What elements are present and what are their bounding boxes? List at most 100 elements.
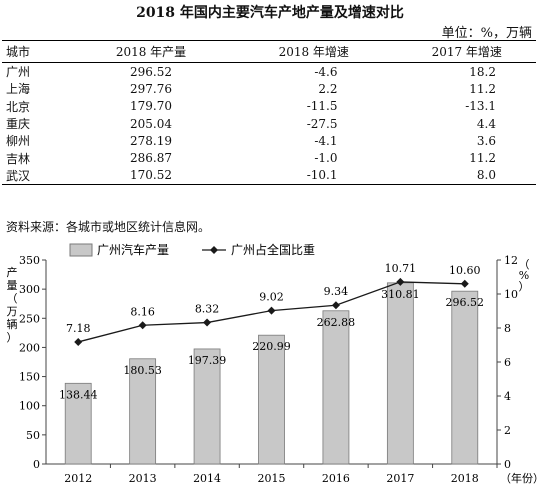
cell-city: 广州 xyxy=(6,65,31,80)
cell-city: 武汉 xyxy=(2,166,72,186)
left-axis-title: 产量（万辆） xyxy=(7,265,18,344)
bar-value-label: 220.99 xyxy=(252,340,291,353)
line-point xyxy=(396,277,405,286)
cell-growth-2017: 3.6 xyxy=(476,133,496,148)
cell-output: 179.70 xyxy=(130,99,172,114)
cell-growth-2017: 11.2 xyxy=(469,151,496,166)
left-tick-label: 350 xyxy=(19,254,40,267)
table-row: 北京 179.70 -11.5 -13.1 xyxy=(2,98,536,115)
line-value-label: 10.71 xyxy=(385,262,417,275)
right-tick-label: 0 xyxy=(504,458,511,471)
source-note: 资料来源：各城市或地区统计信息网。 xyxy=(6,220,211,234)
bar xyxy=(129,358,157,465)
guangzhou-production-chart: 广州汽车产量 广州占全国比重 0 50 100 150 200 250 300 350 0 2 4 6 8 1… xyxy=(7,242,540,485)
x-tick-label: 2014 xyxy=(193,472,221,485)
bar-value-label: 262.88 xyxy=(317,316,356,329)
left-tick-label: 300 xyxy=(19,283,40,296)
x-tick-label: 2013 xyxy=(129,472,157,485)
line-value-label: 10.60 xyxy=(449,264,481,277)
bar xyxy=(258,334,285,465)
header-city: 城市 xyxy=(2,40,72,63)
bar xyxy=(386,282,414,465)
header-output-2018: 2018 年产量 xyxy=(72,40,230,63)
cell-growth-2018: 2.2 xyxy=(318,81,338,96)
line-value-label: 7.18 xyxy=(66,322,91,335)
cell-growth-2018: -4.1 xyxy=(314,133,338,148)
page-title: 2018 年国内主要汽车产地产量及增速对比 xyxy=(136,5,404,21)
cell-output: 296.52 xyxy=(130,64,172,79)
cell-output: 297.76 xyxy=(130,81,172,96)
x-tick-label: 2015 xyxy=(258,472,286,485)
table-row: 武汉 170.52 -10.1 8.0 xyxy=(2,166,536,186)
cell-growth-2017: 11.2 xyxy=(469,81,496,96)
cell-output: 278.19 xyxy=(130,133,172,148)
right-tick-label: 8 xyxy=(504,322,511,335)
left-tick-label: 150 xyxy=(19,371,40,384)
x-tick-label: 2018 xyxy=(451,472,479,485)
cell-city: 重庆 xyxy=(6,117,31,132)
line-point xyxy=(203,318,212,327)
left-tick-label: 200 xyxy=(19,341,40,354)
bar xyxy=(64,382,92,465)
table-row: 广州 296.52 -4.6 18.2 xyxy=(2,63,536,81)
left-tick-label: 0 xyxy=(33,458,40,471)
bar-value-label: 180.53 xyxy=(123,364,162,377)
right-tick-label: 4 xyxy=(504,390,511,403)
bar xyxy=(451,290,479,465)
line-point xyxy=(331,301,340,310)
x-tick-label: 2016 xyxy=(322,472,350,485)
right-tick-label: 12 xyxy=(504,254,518,267)
cell-output: 170.52 xyxy=(72,166,230,186)
cell-city: 上海 xyxy=(6,82,31,97)
line-value-label: 8.32 xyxy=(195,303,220,316)
bar xyxy=(193,348,221,465)
cell-growth-2018: -11.5 xyxy=(306,99,338,114)
table-row: 柳州 278.19 -4.1 3.6 xyxy=(2,132,536,149)
legend-line-marker xyxy=(210,246,218,254)
line-value-label: 8.16 xyxy=(130,305,155,318)
line-value-label: 9.02 xyxy=(259,291,284,304)
line-value-label: 9.34 xyxy=(324,285,349,298)
cell-growth-2018: -1.0 xyxy=(314,151,338,166)
cell-growth-2017: 18.2 xyxy=(469,64,496,79)
line-point xyxy=(138,321,147,330)
line-point xyxy=(267,306,276,315)
bar-value-label: 296.52 xyxy=(446,296,485,309)
cell-city: 柳州 xyxy=(6,134,31,149)
cell-output: 205.04 xyxy=(130,116,172,131)
production-table: 城市 2018 年产量 2018 年增速 2017 年增速 广州 296.52 … xyxy=(2,40,536,186)
cell-output: 286.87 xyxy=(130,151,172,166)
header-growth-2017: 2017 年增速 xyxy=(397,40,536,63)
cell-city: 北京 xyxy=(6,99,31,114)
x-tick-label: 2017 xyxy=(386,472,414,485)
bar-value-label: 197.39 xyxy=(188,354,227,367)
line-point xyxy=(74,337,83,346)
left-tick-label: 100 xyxy=(19,400,40,413)
legend-bar-label: 广州汽车产量 xyxy=(97,242,169,257)
cell-growth-2017: 4.4 xyxy=(476,116,496,131)
unit-note: 单位：%，万辆 xyxy=(441,26,532,41)
cell-city: 吉林 xyxy=(6,151,31,166)
cell-growth-2018: -10.1 xyxy=(230,166,398,186)
right-tick-label: 6 xyxy=(504,356,511,369)
legend-bar-swatch xyxy=(69,243,93,257)
right-axis-title: （%） xyxy=(519,258,530,293)
left-tick-label: 250 xyxy=(19,312,40,325)
bar-value-label: 310.81 xyxy=(381,288,420,301)
header-growth-2018: 2018 年增速 xyxy=(230,40,398,63)
legend-line-label: 广州占全国比重 xyxy=(231,242,315,257)
table-header-row: 城市 2018 年产量 2018 年增速 2017 年增速 xyxy=(2,40,536,63)
table-row: 吉林 286.87 -1.0 11.2 xyxy=(2,149,536,166)
cell-growth-2017: 8.0 xyxy=(397,166,536,186)
right-tick-label: 2 xyxy=(504,424,511,437)
line-point xyxy=(460,279,469,288)
cell-growth-2018: -27.5 xyxy=(306,116,338,131)
right-tick-label: 10 xyxy=(504,288,518,301)
x-tick-label: 2012 xyxy=(64,472,92,485)
cell-growth-2017: -13.1 xyxy=(465,99,496,114)
table-row: 上海 297.76 2.2 11.2 xyxy=(2,80,536,97)
table-row: 重庆 205.04 -27.5 4.4 xyxy=(2,115,536,132)
left-tick-label: 50 xyxy=(26,429,40,442)
bar xyxy=(322,310,350,465)
bar-value-label: 138.44 xyxy=(59,388,98,401)
